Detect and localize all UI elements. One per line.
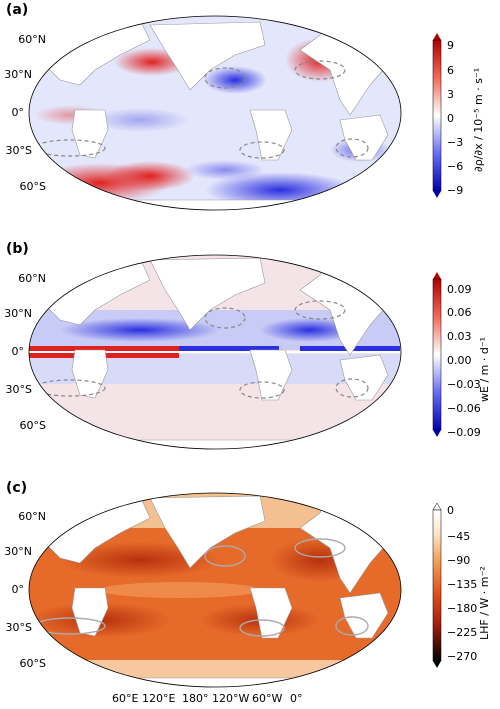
lat-label: 0° bbox=[11, 345, 25, 358]
lon-label: 120°E bbox=[142, 692, 176, 705]
colorbar-tick: −0.03 bbox=[447, 378, 481, 391]
colorbar-title-c: LHF / W · m⁻² bbox=[478, 566, 491, 640]
lat-label: 30°S bbox=[5, 144, 32, 157]
panel-label-a: (a) bbox=[6, 2, 29, 18]
colorbar-a bbox=[432, 33, 442, 198]
colorbar-tick: 0.06 bbox=[447, 306, 472, 319]
lat-label: 60°S bbox=[19, 657, 46, 670]
colorbar-tick: −225 bbox=[447, 626, 478, 639]
colorbar-c bbox=[432, 502, 442, 668]
colorbar-tick: 0.03 bbox=[447, 330, 472, 343]
panel-label-c: (c) bbox=[6, 480, 28, 496]
lat-label: 60°N bbox=[18, 510, 46, 523]
colorbar-tick: 3 bbox=[447, 88, 454, 101]
map-border-a bbox=[28, 15, 402, 211]
map-border-c bbox=[28, 492, 402, 688]
lat-label: 30°N bbox=[4, 68, 32, 81]
colorbar-tick: 9 bbox=[447, 39, 454, 52]
colorbar-tick: 0 bbox=[447, 504, 454, 517]
map-border-b bbox=[28, 254, 402, 450]
lat-label: 60°N bbox=[18, 33, 46, 46]
colorbar-tick: 0.09 bbox=[447, 283, 472, 296]
colorbar-b bbox=[432, 272, 442, 437]
colorbar-tick: 6 bbox=[447, 64, 454, 77]
lon-label: 60°E bbox=[112, 692, 139, 705]
lat-label: 60°S bbox=[19, 180, 46, 193]
colorbar-tick: −9 bbox=[447, 184, 464, 197]
lon-label: 0° bbox=[290, 692, 303, 705]
colorbar-tick: −6 bbox=[447, 160, 464, 173]
colorbar-tick: −0.06 bbox=[447, 402, 481, 415]
lat-label: 0° bbox=[11, 583, 25, 596]
colorbar-title-a: ∂ρ/∂x / 10⁻⁵ m · s⁻¹ bbox=[472, 67, 485, 172]
lat-label: 30°N bbox=[4, 307, 32, 320]
lat-label: 30°S bbox=[5, 383, 32, 396]
colorbar-tick: −0.09 bbox=[447, 426, 481, 439]
map-panel-c bbox=[29, 493, 401, 687]
colorbar-tick: −90 bbox=[447, 554, 471, 567]
map-panel-a bbox=[29, 16, 401, 210]
map-panel-b bbox=[29, 255, 401, 449]
panel-label-b: (b) bbox=[6, 241, 29, 257]
lon-label: 180° bbox=[182, 692, 209, 705]
lon-label: 120°W bbox=[212, 692, 250, 705]
lat-label: 30°N bbox=[4, 545, 32, 558]
colorbar-tick: −3 bbox=[447, 136, 464, 149]
colorbar-tick: 0.00 bbox=[447, 354, 472, 367]
colorbar-tick: −135 bbox=[447, 578, 478, 591]
lat-label: 30°S bbox=[5, 621, 32, 634]
lon-label: 60°W bbox=[252, 692, 283, 705]
colorbar-tick: −180 bbox=[447, 602, 478, 615]
lat-label: 60°N bbox=[18, 272, 46, 285]
colorbar-tick: −45 bbox=[447, 530, 471, 543]
lat-label: 0° bbox=[11, 106, 25, 119]
lat-label: 60°S bbox=[19, 419, 46, 432]
colorbar-tick: −270 bbox=[447, 650, 478, 663]
colorbar-title-b: wE / m · d⁻¹ bbox=[478, 336, 491, 402]
colorbar-tick: 0 bbox=[447, 112, 454, 125]
